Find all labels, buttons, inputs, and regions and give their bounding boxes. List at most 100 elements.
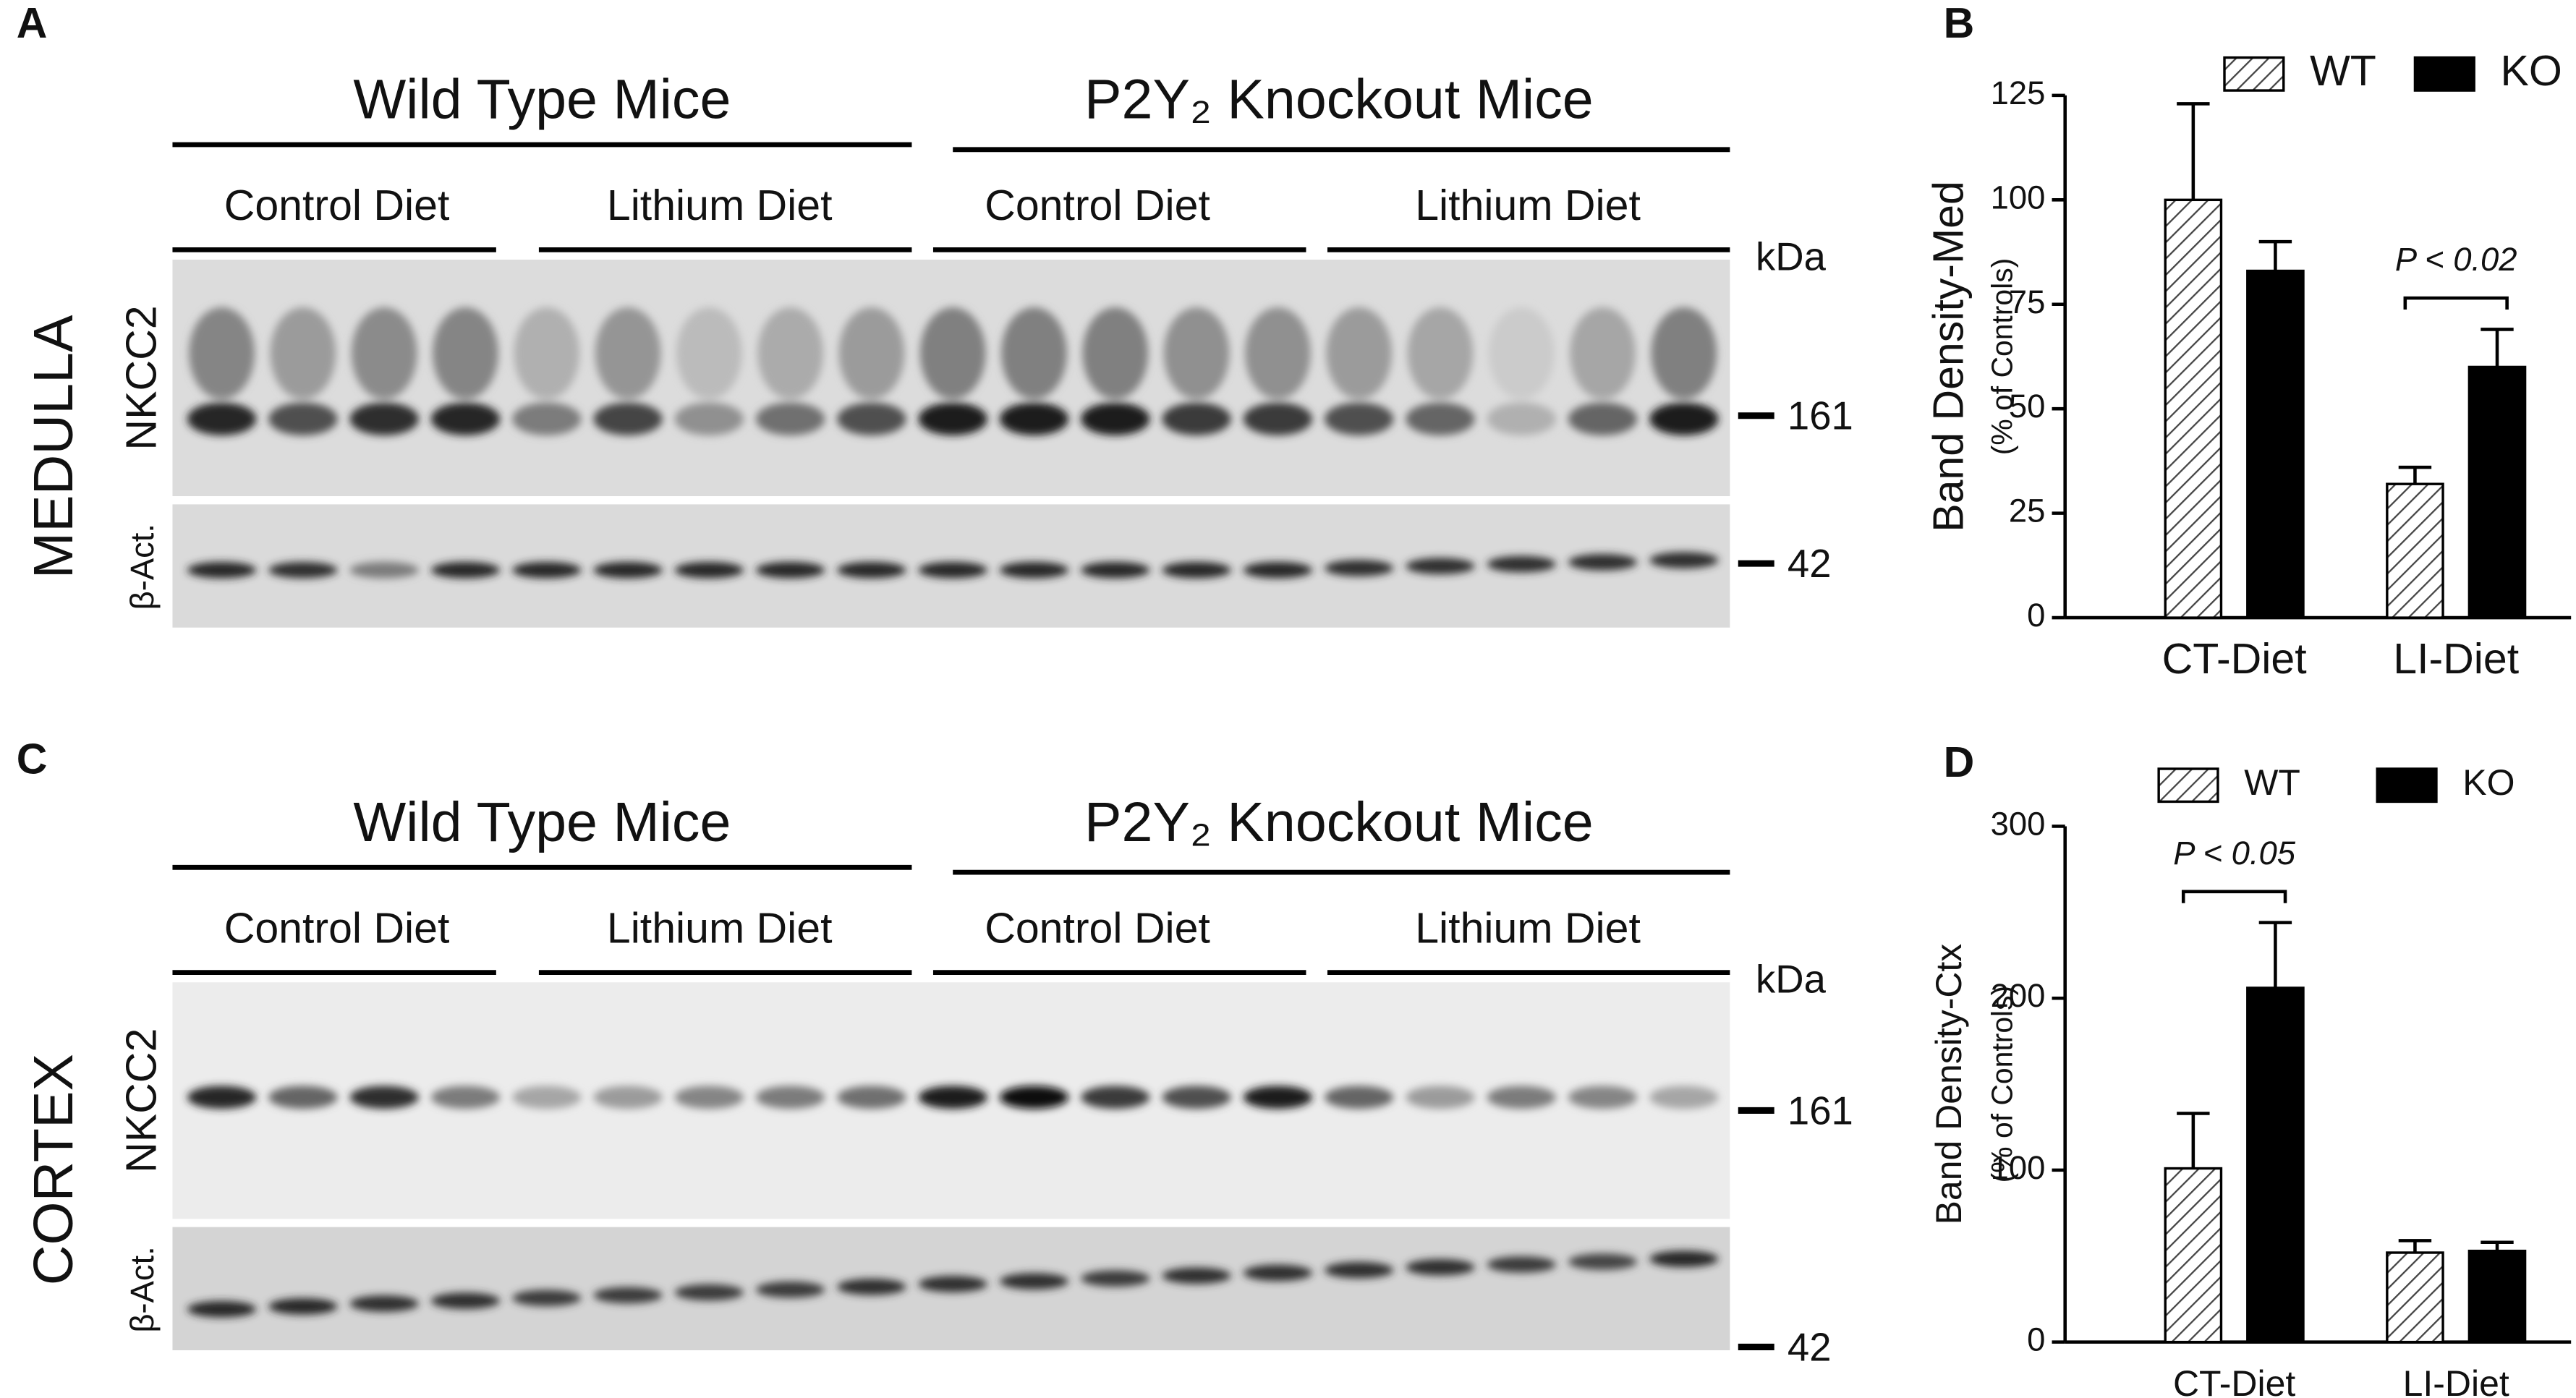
band	[918, 1086, 987, 1109]
band	[918, 402, 987, 435]
significance-label: P < 0.05	[2173, 835, 2295, 871]
band	[1243, 1086, 1313, 1109]
band	[1081, 1086, 1150, 1109]
group-label: P2Y₂ Knockout Mice	[1084, 791, 1594, 853]
band	[349, 402, 419, 435]
smear	[351, 307, 417, 400]
bands	[187, 307, 1719, 579]
band	[1243, 561, 1313, 579]
y-tick-label: 300	[1991, 806, 2046, 843]
group-label: Wild Type Mice	[353, 791, 731, 853]
group-label: P2Y₂ Knockout Mice	[1084, 69, 1594, 131]
bar	[2386, 1251, 2444, 1344]
band	[593, 561, 663, 579]
band	[349, 1295, 419, 1312]
band	[1406, 558, 1475, 575]
smear	[919, 307, 986, 400]
y-tick-label: 50	[2009, 388, 2046, 425]
band	[755, 402, 825, 435]
band	[349, 1086, 419, 1109]
panel-label: C	[17, 736, 48, 783]
marker-label: 42	[1788, 542, 1832, 586]
band	[837, 1086, 906, 1109]
band	[1081, 561, 1150, 579]
band	[268, 402, 338, 435]
band	[512, 561, 582, 579]
band	[1162, 561, 1231, 579]
band	[1568, 1253, 1638, 1270]
unit-label: kDa	[1756, 234, 1827, 278]
bar	[2467, 365, 2527, 619]
band	[512, 1290, 582, 1307]
panel-label: B	[1944, 0, 1975, 47]
band	[1487, 555, 1556, 573]
smear	[676, 307, 742, 400]
diet-label: Lithium Diet	[607, 904, 833, 952]
y-axis-label: Band Density-Ctx	[1929, 944, 1969, 1225]
marker-label: 161	[1788, 394, 1853, 438]
row-label: β-Act.	[124, 524, 161, 610]
diet-label: Lithium Diet	[1415, 182, 1641, 229]
band	[268, 1297, 338, 1315]
tissue-label: CORTEX	[22, 1054, 85, 1285]
y-tick-label: 200	[1991, 977, 2046, 1014]
bar	[2246, 986, 2305, 1344]
smear	[1244, 307, 1311, 400]
smear	[1001, 307, 1067, 400]
band	[1324, 1261, 1394, 1279]
bar	[2164, 198, 2223, 619]
bar	[2164, 1167, 2223, 1344]
legend-swatch	[2376, 767, 2438, 804]
significance-label: P < 0.02	[2395, 241, 2517, 278]
significance-bracket	[2403, 296, 2509, 310]
legend-label: WT	[2310, 47, 2376, 95]
band	[1406, 1086, 1475, 1109]
legend-label: KO	[2462, 762, 2515, 803]
y-tick-label: 0	[2027, 1321, 2045, 1358]
y-tick-label: 75	[2009, 284, 2046, 320]
band	[430, 561, 501, 579]
band	[187, 561, 257, 579]
band	[837, 402, 906, 435]
band	[674, 402, 744, 435]
band	[1162, 1267, 1231, 1284]
y-tick-label: 100	[1991, 1149, 2046, 1186]
band	[1568, 402, 1638, 435]
legend-swatch	[2413, 56, 2475, 92]
y-tick-label: 25	[2009, 493, 2046, 529]
smear	[757, 307, 824, 400]
row-label: NKCC2	[117, 1028, 165, 1173]
band	[1081, 1270, 1150, 1287]
band	[268, 1086, 338, 1109]
band	[268, 561, 338, 579]
diet-label: Control Diet	[224, 182, 450, 229]
band	[1487, 402, 1556, 435]
band	[674, 1086, 744, 1109]
band	[999, 1086, 1069, 1109]
marker-label: 161	[1788, 1088, 1853, 1133]
legend-swatch	[2157, 767, 2219, 804]
smear	[1082, 307, 1149, 400]
band	[593, 1086, 663, 1109]
smear	[595, 307, 661, 400]
y-axis-label: Band Density-Med	[1925, 181, 1973, 532]
legend-label: WT	[2244, 762, 2300, 803]
group-label: Wild Type Mice	[353, 69, 731, 131]
band	[999, 561, 1069, 579]
band	[187, 1300, 257, 1318]
y-tick-label: 0	[2027, 597, 2045, 634]
band	[918, 1276, 987, 1292]
unit-label: kDa	[1756, 958, 1827, 1002]
band	[837, 1278, 906, 1295]
bar	[2246, 269, 2305, 619]
band	[512, 1086, 582, 1109]
band	[755, 1086, 825, 1109]
smear	[1407, 307, 1474, 400]
bar	[2467, 1249, 2527, 1344]
y-tick-label: 125	[1991, 74, 2046, 111]
band	[1081, 402, 1150, 435]
band	[1568, 1086, 1638, 1109]
bar	[2386, 482, 2444, 619]
band	[1324, 560, 1394, 576]
diet-label: Control Diet	[224, 904, 450, 952]
